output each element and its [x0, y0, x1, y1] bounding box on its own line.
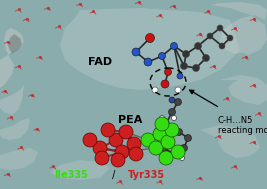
- Circle shape: [171, 43, 178, 50]
- Polygon shape: [0, 148, 38, 170]
- Circle shape: [227, 35, 233, 41]
- Circle shape: [119, 125, 133, 139]
- Polygon shape: [60, 8, 240, 90]
- Circle shape: [101, 123, 115, 137]
- Circle shape: [111, 153, 125, 167]
- Circle shape: [109, 133, 123, 147]
- Circle shape: [202, 54, 210, 61]
- Circle shape: [180, 145, 187, 152]
- Circle shape: [177, 73, 183, 79]
- Circle shape: [171, 115, 176, 121]
- Circle shape: [163, 121, 170, 128]
- Circle shape: [83, 133, 97, 147]
- Circle shape: [180, 63, 187, 70]
- Circle shape: [217, 25, 223, 31]
- Circle shape: [115, 145, 129, 159]
- Polygon shape: [50, 160, 110, 180]
- Circle shape: [153, 127, 167, 141]
- Text: PEA: PEA: [118, 115, 142, 125]
- Circle shape: [207, 33, 213, 39]
- Circle shape: [161, 135, 175, 149]
- Polygon shape: [210, 2, 267, 55]
- Circle shape: [184, 135, 191, 142]
- Circle shape: [152, 87, 158, 93]
- Circle shape: [93, 141, 107, 155]
- Polygon shape: [0, 28, 24, 88]
- Circle shape: [144, 58, 152, 66]
- Circle shape: [163, 156, 168, 160]
- Polygon shape: [0, 118, 30, 140]
- Circle shape: [141, 133, 155, 147]
- Circle shape: [127, 137, 141, 151]
- Circle shape: [169, 97, 175, 103]
- Polygon shape: [200, 125, 260, 158]
- Polygon shape: [0, 85, 24, 115]
- Circle shape: [160, 145, 167, 152]
- Circle shape: [164, 68, 171, 75]
- Text: C-H…N5
reacting moiety: C-H…N5 reacting moiety: [218, 116, 267, 135]
- Circle shape: [219, 43, 225, 49]
- Text: /: /: [109, 170, 119, 180]
- Circle shape: [132, 48, 140, 56]
- Text: FAD: FAD: [88, 57, 112, 67]
- Circle shape: [146, 33, 155, 43]
- Polygon shape: [220, 75, 267, 105]
- Circle shape: [194, 43, 202, 50]
- Circle shape: [171, 145, 185, 159]
- Circle shape: [193, 64, 199, 71]
- Circle shape: [129, 147, 143, 161]
- Circle shape: [175, 129, 183, 136]
- Circle shape: [95, 151, 109, 165]
- Polygon shape: [8, 34, 22, 55]
- Circle shape: [149, 141, 163, 155]
- Circle shape: [159, 53, 166, 60]
- Circle shape: [175, 98, 182, 105]
- Circle shape: [159, 151, 173, 165]
- Circle shape: [155, 117, 169, 131]
- Circle shape: [159, 115, 164, 121]
- Circle shape: [155, 129, 162, 136]
- Circle shape: [171, 150, 178, 157]
- Text: Tyr335: Tyr335: [128, 170, 165, 180]
- Text: Ile335: Ile335: [54, 170, 88, 180]
- Circle shape: [164, 135, 171, 142]
- Circle shape: [183, 50, 190, 57]
- Circle shape: [165, 123, 179, 137]
- Circle shape: [161, 80, 169, 88]
- Circle shape: [179, 156, 184, 160]
- Circle shape: [175, 87, 181, 93]
- Circle shape: [168, 108, 175, 115]
